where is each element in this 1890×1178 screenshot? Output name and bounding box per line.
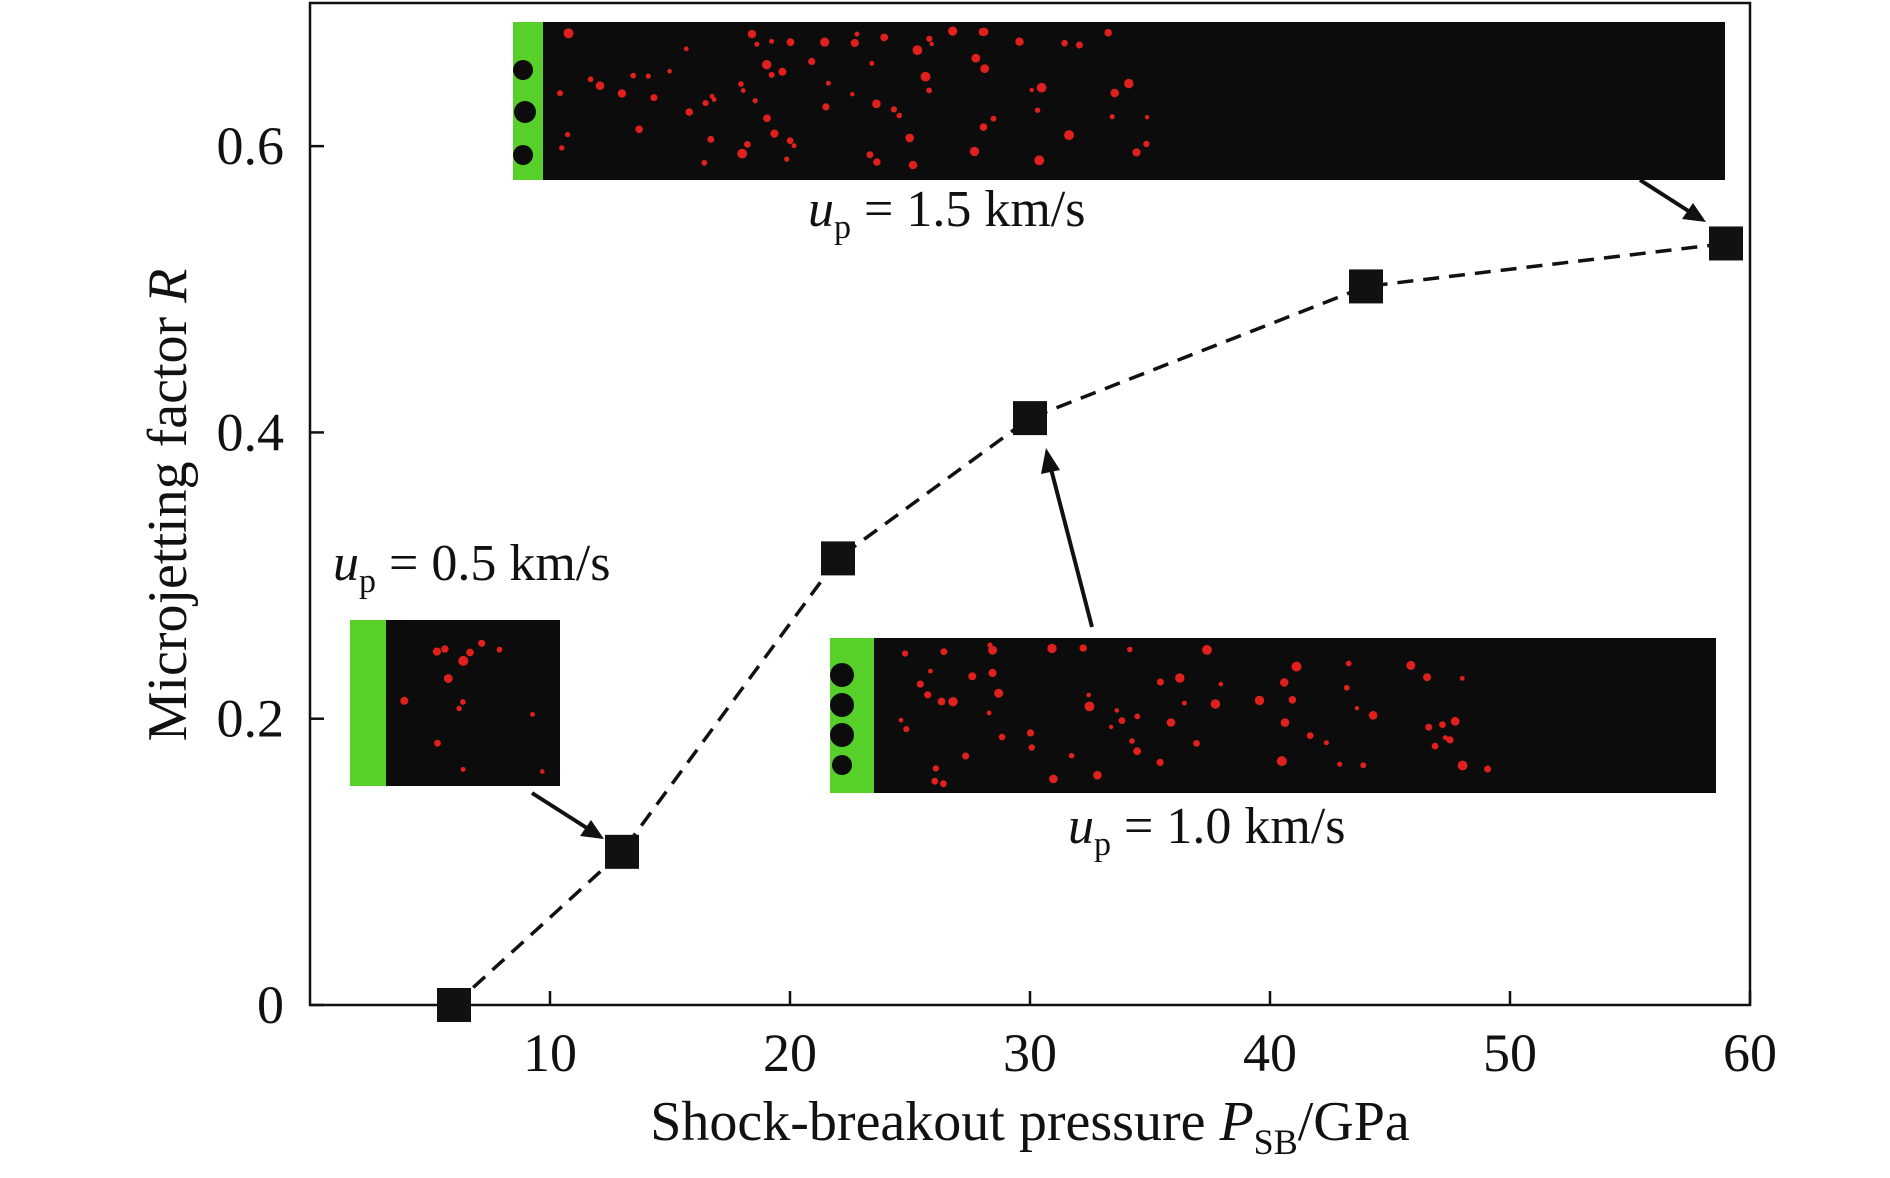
arrow-1.0 [1041,448,1094,628]
data-point [1709,226,1743,261]
y-tick-label: 0.6 [217,116,285,176]
inset-image-1.0 [830,638,1716,793]
x-tick-label: 50 [1483,1023,1537,1083]
x-tick-label: 40 [1243,1023,1297,1083]
y-tick-label: 0 [257,975,284,1035]
data-point [605,834,639,869]
y-tick-label: 0.2 [217,689,285,749]
arrow-1.5 [1638,178,1706,222]
x-axis-ticks: 10 20 30 40 50 60 [523,991,1777,1083]
data-point [437,988,471,1022]
y-tick-label: 0.4 [217,402,285,462]
data-point [1349,269,1383,304]
y-axis-title: Microjetting factor R [137,269,199,742]
inset-particles-1.5 [557,26,1150,170]
inset-particles-0.5 [400,639,545,774]
inset-label-1.0: up = 1.0 km/s [1068,798,1345,863]
inset-label-0.5: up = 0.5 km/s [333,535,610,600]
arrow-0.5 [530,791,604,839]
inset-image-1.5 [513,22,1725,180]
data-point [821,541,855,576]
x-tick-label: 30 [1003,1023,1057,1083]
data-point [1013,401,1047,436]
inset-image-0.5 [350,620,560,786]
inset-label-1.5: up = 1.5 km/s [808,181,1085,246]
x-tick-label: 20 [763,1023,817,1083]
series-line [452,241,1727,1007]
data-markers [437,226,1743,1022]
x-axis-title: Shock-breakout pressure PSB/GPa [650,1091,1410,1162]
y-axis-ticks: 0 0.2 0.4 0.6 [217,116,324,1035]
inset-particles-1.0 [898,642,1492,788]
x-tick-label: 60 [1723,1023,1777,1083]
x-tick-label: 10 [523,1023,577,1083]
